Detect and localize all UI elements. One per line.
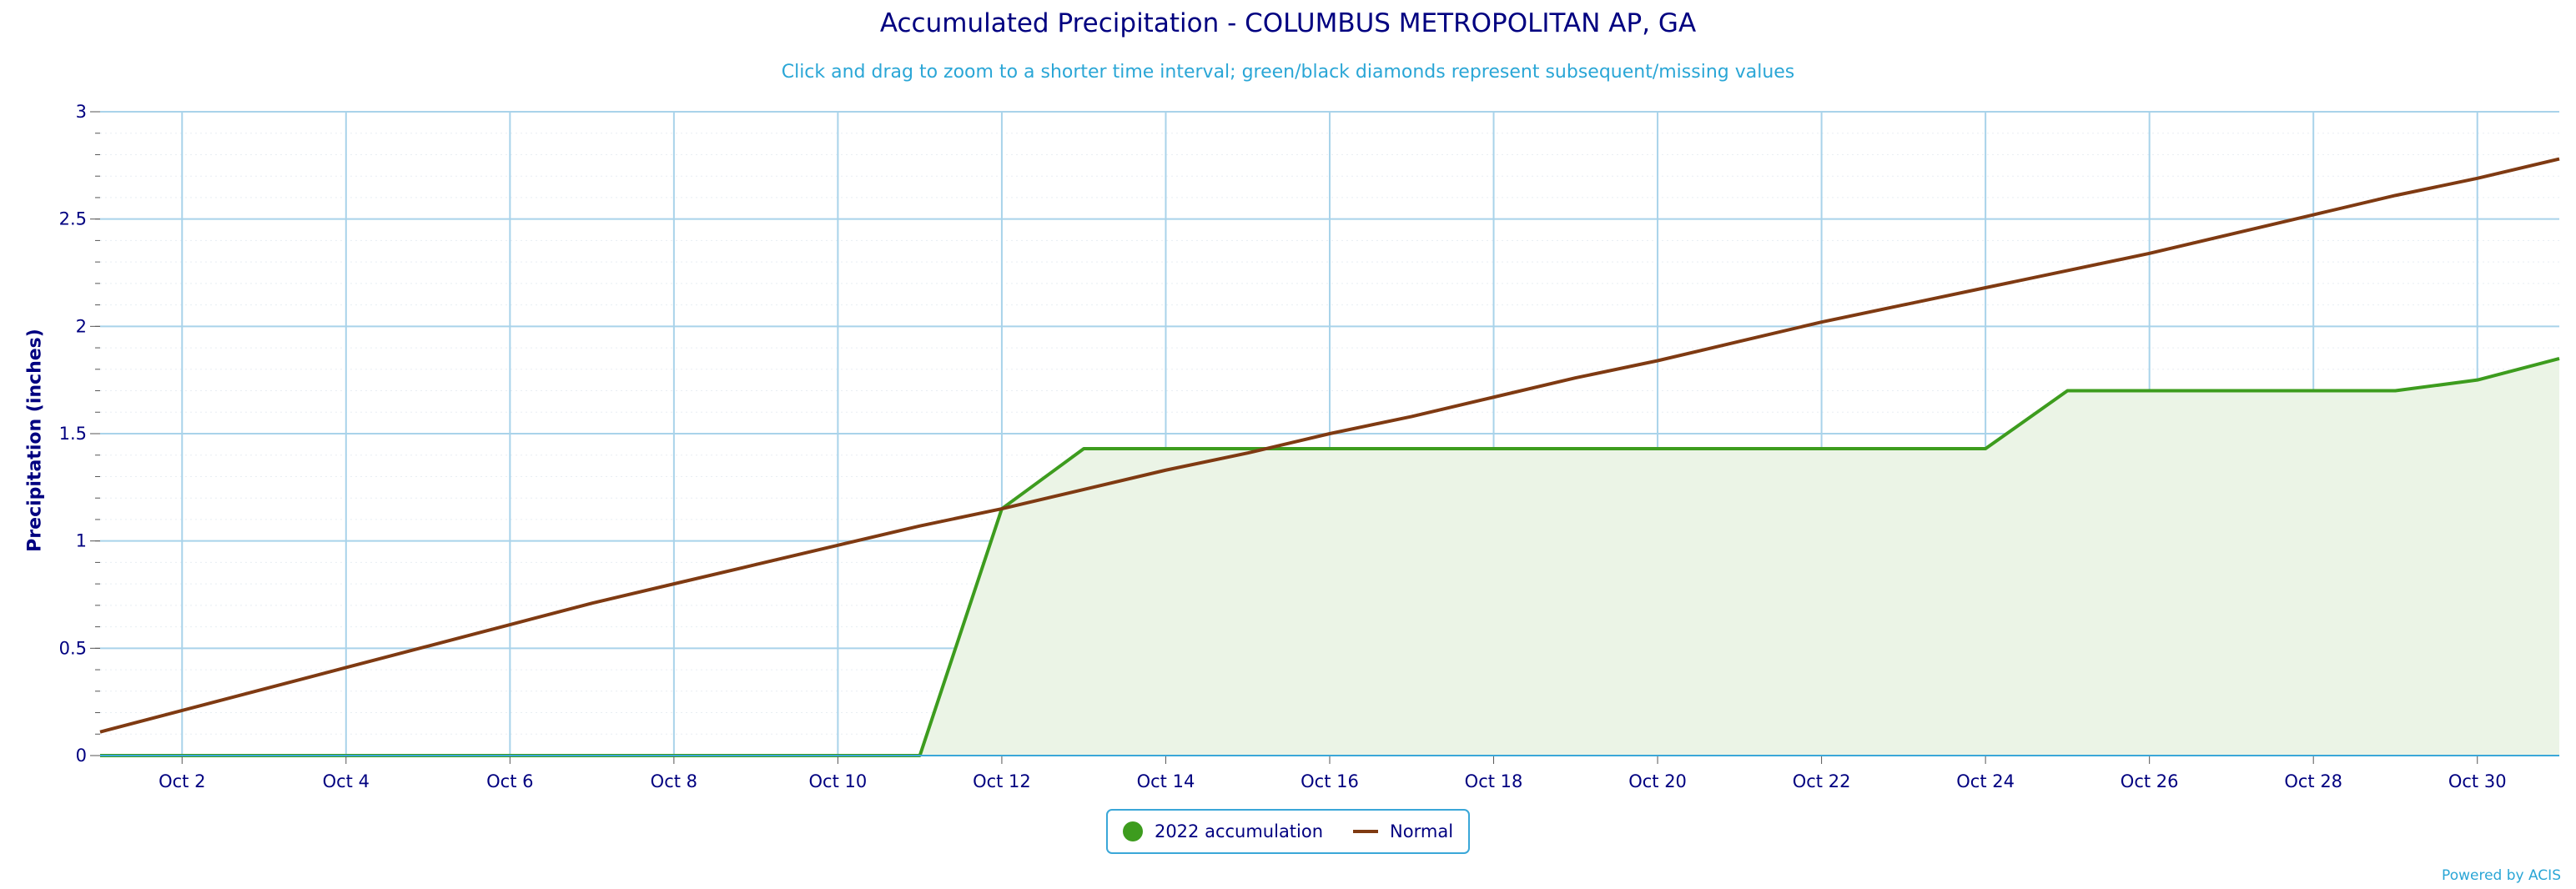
x-tick-label: Oct 10 xyxy=(809,771,868,791)
x-tick-label: Oct 8 xyxy=(651,771,697,791)
y-tick-label: 0 xyxy=(76,746,87,766)
x-tick-label: Oct 4 xyxy=(323,771,370,791)
x-tick-label: Oct 14 xyxy=(1137,771,1195,791)
y-tick-label: 3 xyxy=(76,102,87,122)
normal-line xyxy=(99,157,2560,734)
x-tick-label: Oct 30 xyxy=(2448,771,2507,791)
credit-link[interactable]: Powered by ACIS xyxy=(2442,867,2561,884)
y-tick-label: 2.5 xyxy=(59,209,87,229)
y-axis-label: Precipitation (inches) xyxy=(24,329,46,552)
x-tick-label: Oct 20 xyxy=(1628,771,1687,791)
y-tick-label: 1 xyxy=(76,531,87,551)
legend-marker-accumulation xyxy=(1122,821,1143,841)
legend: 2022 accumulation Normal xyxy=(1106,809,1470,854)
legend-item-normal[interactable]: Normal xyxy=(1353,821,1453,841)
x-tick-label: Oct 18 xyxy=(1465,771,1523,791)
legend-label-accumulation: 2022 accumulation xyxy=(1154,821,1324,841)
x-tick-label: Oct 12 xyxy=(973,771,1031,791)
x-tick-label: Oct 26 xyxy=(2121,771,2179,791)
x-tick-label: Oct 28 xyxy=(2284,771,2342,791)
legend-label-normal: Normal xyxy=(1390,821,1454,841)
x-tick-label: Oct 6 xyxy=(486,771,533,791)
chart-title: Accumulated Precipitation - COLUMBUS MET… xyxy=(879,8,1697,38)
x-tick-label: Oct 24 xyxy=(1956,771,2015,791)
x-tick-label: Oct 16 xyxy=(1301,771,1359,791)
x-tick-label: Oct 22 xyxy=(1793,771,1851,791)
legend-item-accumulation[interactable]: 2022 accumulation xyxy=(1122,821,1324,841)
y-tick-label: 1.5 xyxy=(59,424,87,444)
legend-marker-normal xyxy=(1353,830,1379,833)
accumulation-area xyxy=(100,358,2559,756)
y-tick-label: 0.5 xyxy=(59,638,87,658)
chart-subtitle: Click and drag to zoom to a shorter time… xyxy=(781,62,1795,83)
y-tick-label: 2 xyxy=(76,316,87,336)
x-tick-label: Oct 2 xyxy=(158,771,205,791)
